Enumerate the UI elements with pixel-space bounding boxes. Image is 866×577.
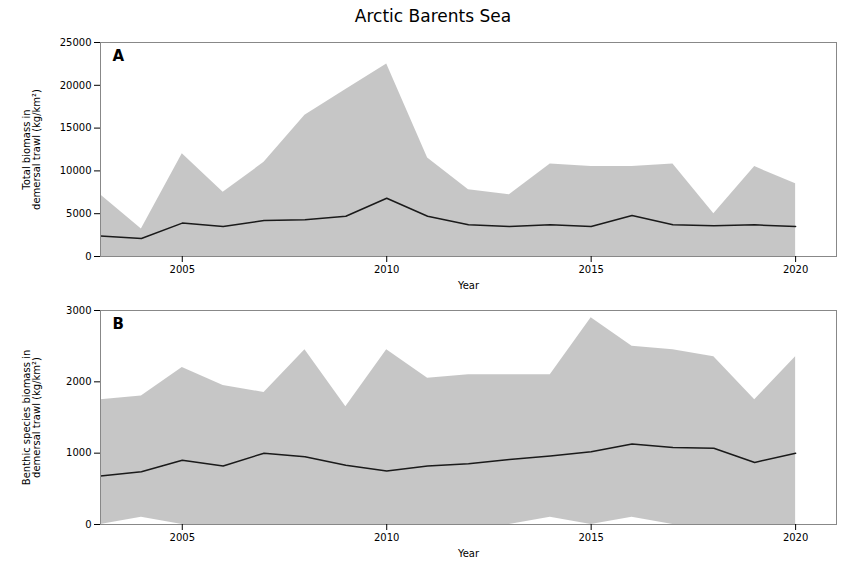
svg-text:3000: 3000 (66, 305, 91, 316)
svg-text:15000: 15000 (60, 122, 92, 133)
svg-text:0: 0 (85, 251, 91, 262)
svg-text:Total biomass indemersal trawl: Total biomass indemersal trawl (kg/km²) (21, 89, 42, 210)
svg-text:2005: 2005 (170, 532, 195, 543)
svg-text:2015: 2015 (578, 264, 603, 275)
svg-text:Year: Year (457, 280, 480, 291)
svg-text:B: B (113, 315, 124, 333)
svg-text:2005: 2005 (170, 264, 195, 275)
svg-text:20000: 20000 (60, 80, 92, 91)
svg-text:Year: Year (457, 548, 480, 559)
svg-text:5000: 5000 (66, 208, 91, 219)
svg-text:2020: 2020 (783, 264, 808, 275)
svg-text:2010: 2010 (374, 264, 399, 275)
svg-text:2000: 2000 (66, 376, 91, 387)
svg-text:25000: 25000 (60, 37, 92, 48)
svg-text:2010: 2010 (374, 532, 399, 543)
svg-text:2020: 2020 (783, 532, 808, 543)
html-text:Arctic Barents Sea: Arctic Barents Sea (354, 6, 512, 26)
svg-text:10000: 10000 (60, 165, 92, 176)
svg-text:2015: 2015 (578, 532, 603, 543)
svg-text:0: 0 (85, 519, 91, 530)
svg-text:A: A (113, 47, 125, 65)
svg-text:Benthic species biomass indeme: Benthic species biomass indemersal trawl… (21, 350, 42, 485)
svg-text:1000: 1000 (66, 447, 91, 458)
